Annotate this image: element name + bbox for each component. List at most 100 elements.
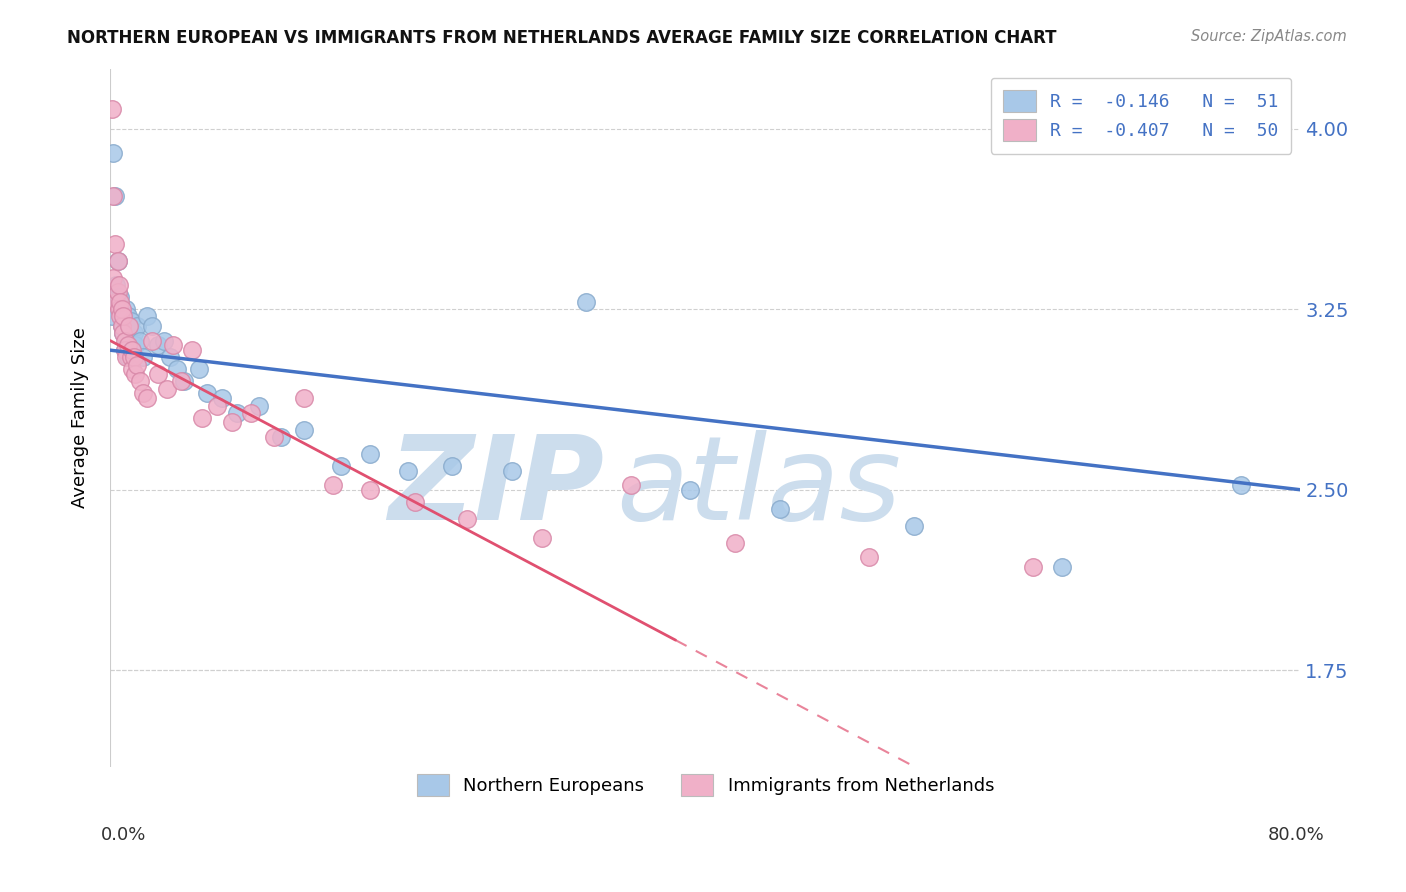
Point bbox=[111, 310, 134, 324]
Point bbox=[108, 278, 131, 293]
Point bbox=[240, 406, 263, 420]
Point bbox=[122, 351, 145, 365]
Point bbox=[107, 290, 129, 304]
Point bbox=[359, 447, 381, 461]
Point bbox=[292, 392, 315, 406]
Point bbox=[146, 368, 169, 382]
Point bbox=[114, 314, 136, 328]
Point bbox=[101, 145, 124, 160]
Point bbox=[125, 358, 148, 372]
Point bbox=[152, 334, 174, 348]
Point bbox=[1052, 559, 1074, 574]
Point bbox=[136, 310, 159, 324]
Point bbox=[132, 386, 155, 401]
Point bbox=[396, 463, 419, 477]
Point bbox=[120, 351, 142, 365]
Point bbox=[191, 410, 214, 425]
Point bbox=[141, 334, 163, 348]
Point bbox=[180, 343, 202, 358]
Text: 80.0%: 80.0% bbox=[1268, 826, 1324, 844]
Point bbox=[108, 295, 131, 310]
Point bbox=[111, 319, 134, 334]
Point bbox=[112, 326, 135, 341]
Point bbox=[115, 351, 138, 365]
Point bbox=[456, 511, 478, 525]
Point bbox=[195, 386, 218, 401]
Point bbox=[247, 399, 270, 413]
Point bbox=[100, 310, 122, 324]
Point bbox=[112, 326, 135, 341]
Point bbox=[769, 502, 792, 516]
Point bbox=[162, 338, 184, 352]
Point bbox=[329, 458, 352, 473]
Text: ZIP: ZIP bbox=[388, 430, 605, 545]
Point bbox=[100, 103, 122, 117]
Point bbox=[188, 362, 211, 376]
Point bbox=[620, 478, 643, 492]
Point bbox=[173, 375, 195, 389]
Text: 0.0%: 0.0% bbox=[101, 826, 146, 844]
Point bbox=[120, 314, 142, 328]
Point bbox=[101, 271, 124, 285]
Point bbox=[1230, 478, 1253, 492]
Y-axis label: Average Family Size: Average Family Size bbox=[72, 327, 89, 508]
Point bbox=[575, 295, 598, 310]
Point bbox=[110, 295, 132, 310]
Point bbox=[530, 531, 553, 545]
Point bbox=[124, 338, 146, 352]
Point bbox=[105, 278, 128, 293]
Point bbox=[1021, 559, 1043, 574]
Point bbox=[103, 237, 125, 252]
Point bbox=[122, 326, 145, 341]
Text: atlas: atlas bbox=[616, 430, 901, 544]
Point bbox=[125, 319, 148, 334]
Point bbox=[166, 362, 188, 376]
Point bbox=[159, 351, 181, 365]
Point bbox=[263, 430, 285, 444]
Point bbox=[103, 189, 125, 203]
Point bbox=[117, 351, 139, 365]
Point bbox=[110, 302, 132, 317]
Point bbox=[108, 302, 131, 317]
Point bbox=[111, 319, 134, 334]
Point bbox=[107, 254, 129, 268]
Point bbox=[903, 519, 925, 533]
Point bbox=[115, 302, 138, 317]
Point bbox=[121, 343, 143, 358]
Text: NORTHERN EUROPEAN VS IMMIGRANTS FROM NETHERLANDS AVERAGE FAMILY SIZE CORRELATION: NORTHERN EUROPEAN VS IMMIGRANTS FROM NET… bbox=[67, 29, 1057, 46]
Point bbox=[292, 423, 315, 437]
Point bbox=[225, 406, 247, 420]
Point bbox=[107, 254, 129, 268]
Point bbox=[124, 368, 146, 382]
Point bbox=[858, 550, 880, 565]
Point bbox=[121, 334, 143, 348]
Point bbox=[128, 375, 150, 389]
Point bbox=[128, 334, 150, 348]
Text: Source: ZipAtlas.com: Source: ZipAtlas.com bbox=[1191, 29, 1347, 44]
Point bbox=[270, 430, 292, 444]
Point bbox=[136, 392, 159, 406]
Point bbox=[170, 375, 193, 389]
Point bbox=[117, 338, 139, 352]
Point bbox=[132, 351, 155, 365]
Point bbox=[111, 302, 134, 317]
Point bbox=[101, 189, 124, 203]
Point bbox=[110, 310, 132, 324]
Point bbox=[107, 285, 129, 300]
Legend: Northern Europeans, Immigrants from Netherlands: Northern Europeans, Immigrants from Neth… bbox=[406, 763, 1005, 806]
Point bbox=[404, 495, 426, 509]
Point bbox=[322, 478, 344, 492]
Point bbox=[118, 319, 141, 334]
Point bbox=[724, 535, 747, 549]
Point bbox=[221, 416, 243, 430]
Point bbox=[117, 310, 139, 324]
Point bbox=[114, 343, 136, 358]
Point bbox=[114, 334, 136, 348]
Point bbox=[105, 295, 128, 310]
Point bbox=[146, 338, 169, 352]
Point bbox=[114, 343, 136, 358]
Point bbox=[679, 483, 702, 497]
Point bbox=[205, 399, 228, 413]
Point bbox=[110, 290, 132, 304]
Point bbox=[141, 319, 163, 334]
